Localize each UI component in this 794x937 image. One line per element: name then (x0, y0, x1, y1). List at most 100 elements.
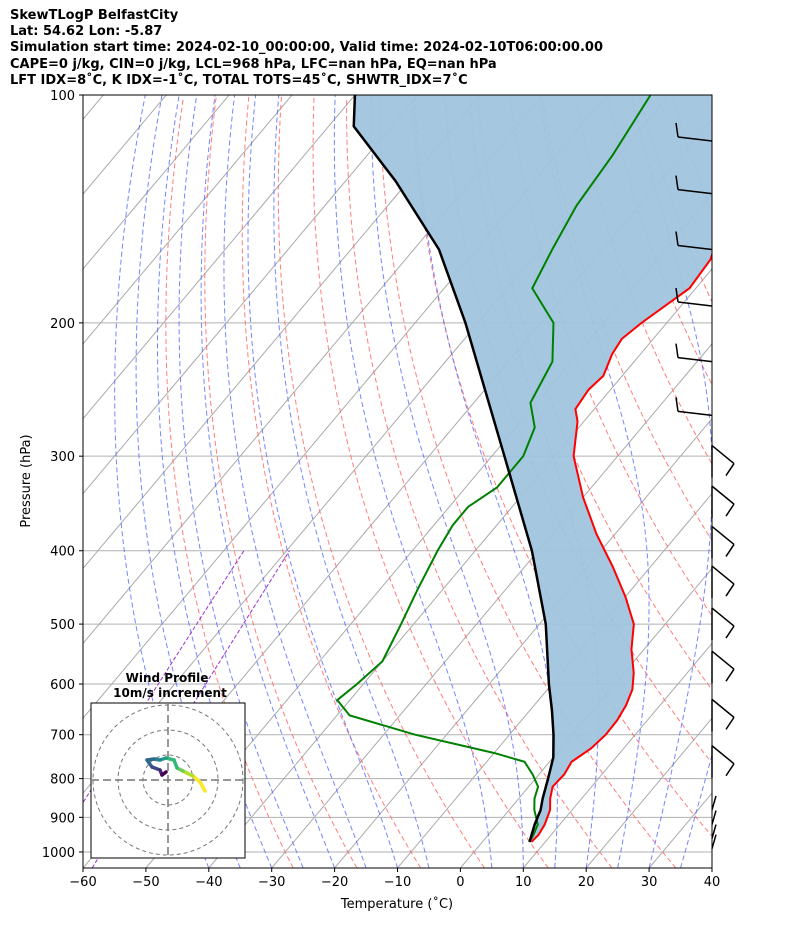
wind-barb-staff (677, 410, 713, 417)
wind-barb-staff (677, 188, 713, 195)
moist-adiabat-line (223, 95, 367, 868)
moist-adiabat-line (370, 95, 524, 868)
dry-adiabat-line (771, 97, 794, 868)
hodograph-title: Wind Profile (126, 671, 209, 685)
wind-barb-staff (711, 810, 717, 825)
chart-title-line-2: Lat: 54.62 Lon: -5.87 (10, 24, 163, 39)
wind-barb-flag (675, 175, 679, 190)
chart-title-line-5: LFT IDX=8˚C, K IDX=-1˚C, TOTAL TOTS=45˚C… (10, 73, 468, 88)
dry-adiabat-line (312, 96, 549, 868)
isotherm-line (83, 95, 419, 495)
wind-barb-flag (725, 763, 735, 777)
x-tick-label: −10 (384, 875, 411, 890)
dry-adiabat-line (411, 96, 712, 838)
wind-barb-staff (711, 824, 717, 839)
wind-barb (675, 287, 713, 307)
wind-barb-flag (711, 698, 735, 718)
x-tick-label: −60 (69, 875, 96, 890)
wind-barb (711, 485, 735, 519)
isotherm-line (397, 492, 712, 868)
wind-barb-flag (711, 650, 735, 670)
wind-barb-flag (711, 565, 735, 585)
wind-barb (675, 175, 713, 195)
wind-barb-flag (675, 122, 679, 138)
wind-barb-staff (677, 301, 713, 307)
dry-adiabat-line (204, 96, 358, 868)
x-tick-label: 20 (578, 875, 595, 890)
isotherm-line (711, 867, 712, 868)
wind-barb (711, 525, 735, 559)
isotherm-line (83, 95, 482, 570)
moist-adiabat-line (178, 95, 304, 868)
wind-barb (711, 834, 717, 849)
wind-barb-flag (725, 625, 735, 639)
wind-barb (711, 565, 735, 599)
wind-barb-flag (711, 445, 735, 465)
chart-title-line-4: CAPE=0 j/kg, CIN=0 j/kg, LCL=968 hPa, LF… (10, 57, 497, 72)
wind-barb-flag (711, 607, 735, 627)
moist-adiabat-line (157, 95, 273, 868)
wind-barb-flag (675, 287, 679, 303)
chart-title-line-3: Simulation start time: 2024-02-10_00:00:… (10, 40, 603, 55)
moist-adiabat-line (414, 95, 558, 868)
moist-adiabat-line (631, 95, 712, 868)
wind-barb-staff (677, 244, 713, 251)
cape-shaded-area (353, 95, 712, 842)
wind-barb (675, 122, 713, 142)
wind-barb-flag (725, 716, 735, 730)
wind-barb-staff (677, 356, 713, 363)
wind-barb (675, 397, 713, 417)
temperature-line (530, 251, 712, 843)
isotherm-line (334, 417, 712, 868)
x-tick-label: −30 (258, 875, 285, 890)
dry-adiabat-line (277, 96, 485, 868)
wind-barb (711, 607, 735, 641)
wind-barb-staff (677, 136, 713, 142)
chart-title-line-1: SkewTLogP BelfastCity (10, 8, 179, 23)
hodograph-trace (181, 769, 195, 778)
dry-adiabat-line (509, 96, 712, 617)
parcel-line (352, 95, 555, 843)
hodograph-trace (160, 770, 168, 777)
y-tick-label: 200 (50, 317, 75, 332)
moist-adiabat-line (539, 95, 650, 868)
moist-adiabat-line (247, 95, 398, 868)
y-tick-label: 800 (50, 773, 75, 788)
y-tick-label: 700 (50, 729, 75, 744)
wind-barb-staff (711, 834, 717, 849)
wind-barb-flag (725, 463, 735, 477)
wind-barb-flag (725, 668, 735, 682)
x-tick-label: 30 (641, 875, 658, 890)
hodograph-subtitle: 10m/s increment (113, 686, 227, 700)
isotherm-line (585, 717, 712, 868)
wind-barb (711, 650, 735, 684)
wind-barb-flag (675, 397, 679, 412)
wind-barb-flag (675, 343, 679, 358)
y-tick-label: 500 (50, 618, 75, 633)
x-tick-label: 40 (704, 875, 721, 890)
x-tick-label: −20 (321, 875, 348, 890)
wind-barb (711, 824, 717, 839)
wind-barb (711, 698, 735, 732)
moist-adiabat-line (711, 866, 712, 868)
wind-barb (675, 231, 713, 251)
isotherm-line (271, 343, 712, 868)
isotherm-line (522, 642, 712, 868)
x-tick-label: −50 (132, 875, 159, 890)
mixing-ratio-line (83, 550, 245, 804)
y-tick-label: 300 (50, 450, 75, 465)
y-axis-label: Pressure (hPa) (19, 434, 34, 527)
wind-barb-flag (725, 543, 735, 557)
wind-barb (711, 810, 717, 825)
y-tick-label: 600 (50, 678, 75, 693)
y-tick-label: 1000 (42, 846, 75, 861)
moist-adiabat-line (333, 95, 493, 868)
dry-adiabat-line (346, 96, 613, 868)
wind-barb (711, 745, 735, 778)
isotherm-line (83, 95, 293, 345)
moist-adiabat-line (200, 95, 336, 868)
wind-barb-flag (725, 583, 735, 597)
wind-barb-staff (711, 795, 717, 811)
wind-barb-flag (711, 485, 735, 505)
